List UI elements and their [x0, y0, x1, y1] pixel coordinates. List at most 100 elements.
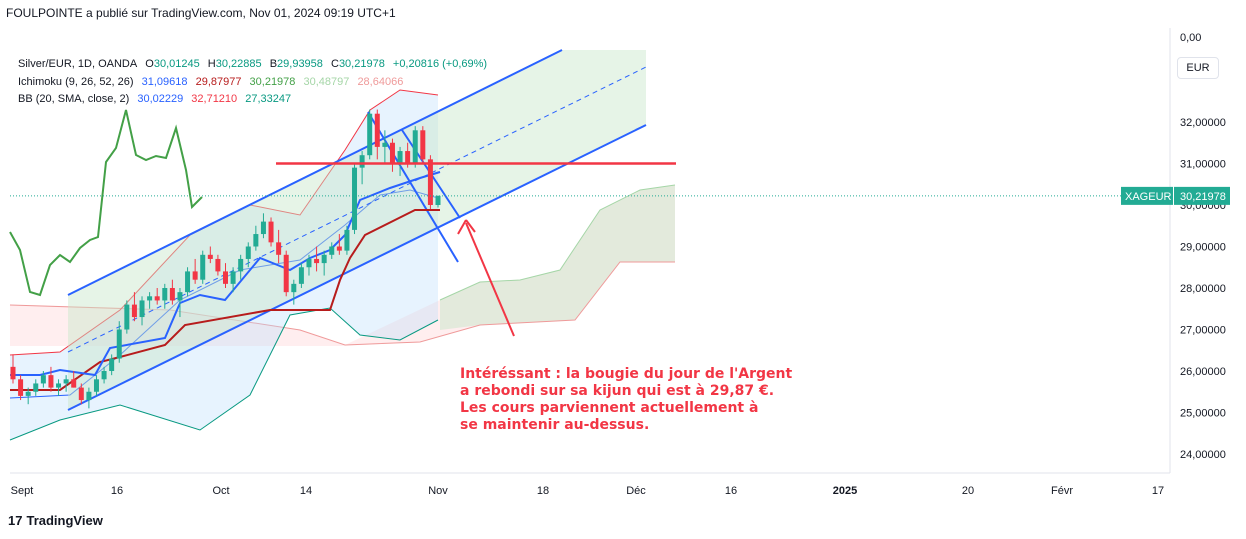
candle-body [359, 155, 365, 168]
legend-open: O30,01245 [145, 58, 200, 70]
candle-body [25, 391, 31, 396]
x-tick-label: 2025 [833, 485, 857, 497]
y-tick-label: 32,00000 [1180, 117, 1226, 129]
candle-body [397, 151, 403, 164]
candle-body [131, 304, 137, 318]
x-tick-label: Févr [1051, 485, 1073, 497]
candle-body [177, 292, 183, 301]
candle-body [185, 271, 191, 293]
x-tick-label: Nov [428, 485, 448, 497]
y-tick-label: 27,00000 [1180, 325, 1226, 337]
bb-upper: 32,71210 [191, 93, 238, 105]
y-tick-label: 25,00000 [1180, 408, 1226, 420]
annotation-arrow [465, 222, 515, 337]
candle-body [367, 113, 373, 156]
candle-body [109, 358, 115, 371]
candle-body [56, 383, 62, 388]
bb-lower: 27,33247 [245, 93, 292, 105]
candle-body [200, 254, 206, 280]
tradingview-logo-icon: 17 [8, 513, 23, 528]
candle-body [306, 258, 312, 268]
legend-bb: BB (20, SMA, close, 2) 30,02229 32,71210… [18, 93, 296, 105]
candle-body [93, 379, 99, 392]
candle-body [78, 387, 84, 401]
x-tick-label: Oct [212, 485, 229, 497]
candle-body [124, 304, 130, 330]
y-tick-label: 0,00 [1180, 32, 1201, 44]
candle-body [86, 391, 92, 401]
candle-body [116, 329, 122, 359]
candle-body [139, 300, 145, 318]
candle-body [101, 371, 107, 380]
candle-body [352, 167, 358, 230]
tenkan-line [10, 171, 441, 377]
symbol-tag-bg [1121, 186, 1173, 205]
ichimoku-tenkan: 31,09618 [141, 76, 188, 88]
candle-body [420, 130, 426, 160]
legend-ichimoku: Ichimoku (9, 26, 52, 26) 31,09618 29,879… [18, 76, 408, 88]
legend-change: +0,20816 (+0,69%) [392, 58, 488, 70]
candle-body [71, 379, 77, 388]
candle-body [18, 379, 24, 396]
bb-label: BB (20, SMA, close, 2) [18, 93, 130, 105]
symbol-tag: XAGEUR [1125, 191, 1172, 203]
candle-body [329, 246, 335, 255]
x-tick-label: 16 [111, 485, 123, 497]
y-tick-label: 24,00000 [1180, 449, 1226, 461]
x-tick-label: 17 [1152, 485, 1164, 497]
candle-body [276, 242, 282, 255]
candle-body [374, 113, 380, 147]
senkou-span-b [9, 261, 675, 346]
candle-body [405, 151, 411, 164]
candle-body [147, 296, 153, 301]
candle-body [238, 258, 244, 272]
candle-body [389, 142, 395, 164]
senkou-span-a [439, 184, 676, 301]
ichimoku-ssb: 28,64066 [357, 76, 404, 88]
legend-symbol: Silver/EUR, 1D, OANDA [18, 58, 138, 70]
channel-upper [67, 49, 563, 296]
publisher-header: FOULPOINTE a publié sur TradingView.com,… [6, 6, 396, 20]
candle-body [435, 195, 441, 205]
candle-body [298, 267, 304, 284]
candle-body [314, 258, 320, 264]
brand-name: TradingView [26, 513, 103, 528]
candle-body [412, 130, 418, 164]
bb-upper-band [9, 89, 439, 356]
legend-high: H30,22885 [207, 58, 262, 70]
candle-body [33, 383, 39, 392]
ichimoku-ssa: 30,48797 [303, 76, 350, 88]
x-tick-label: 20 [962, 485, 974, 497]
kumo-cloud-bull [440, 185, 675, 330]
candle-body [63, 379, 69, 384]
candle-body [230, 271, 236, 284]
candle-body [223, 271, 228, 284]
ichimoku-kijun: 29,87977 [195, 76, 242, 88]
candle-body [245, 246, 251, 259]
wedge-line-1 [367, 111, 459, 263]
bb-lower-band [9, 307, 439, 441]
price-tag: 30,21978 [1180, 191, 1226, 203]
ichimoku-chikou: 30,21978 [249, 76, 296, 88]
channel-lower [67, 124, 647, 411]
bb-basis: 30,02229 [137, 93, 184, 105]
candle-body [268, 221, 274, 243]
candle-body [40, 375, 46, 384]
candle-body [162, 288, 168, 301]
candle-body [291, 283, 297, 293]
x-tick-label: 14 [300, 485, 312, 497]
candle-body [10, 366, 16, 380]
candle-body [215, 258, 221, 272]
candle-body [382, 142, 388, 147]
candle-body [336, 246, 342, 251]
candle-body [427, 159, 433, 205]
currency-button[interactable]: EUR [1177, 57, 1219, 79]
chikou-span [9, 109, 203, 297]
y-tick-label: 29,00000 [1180, 242, 1226, 254]
candle-body [321, 254, 327, 264]
x-tick-label: 16 [725, 485, 737, 497]
tradingview-footer[interactable]: 17 TradingView [8, 513, 103, 528]
candle-body [253, 234, 259, 247]
candle-body [169, 288, 175, 301]
